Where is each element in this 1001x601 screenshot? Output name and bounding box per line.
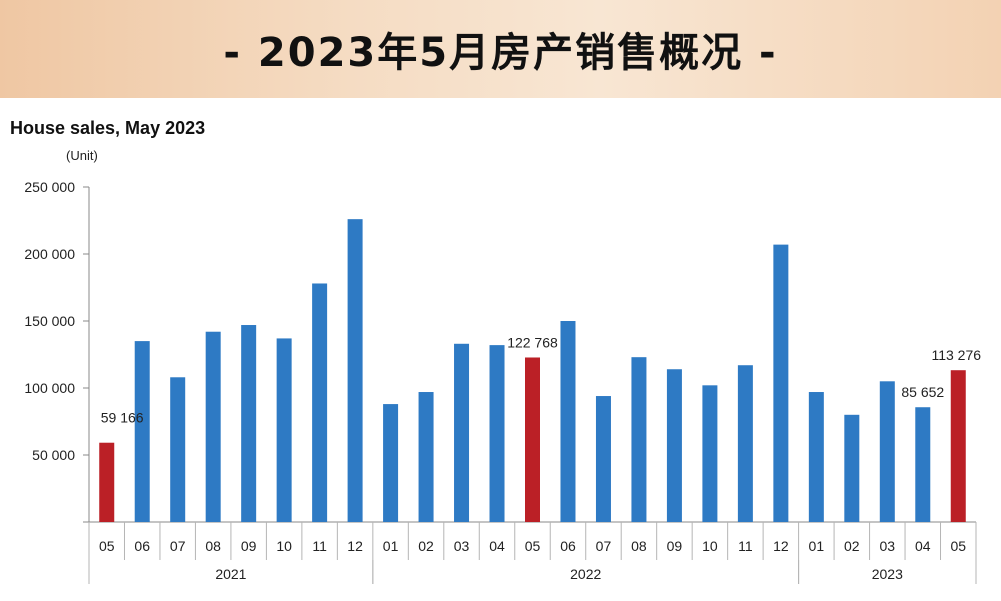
x-category-label: 09: [241, 538, 257, 554]
bar: [347, 219, 363, 522]
y-tick-label: 200 000: [24, 246, 75, 262]
chart-title: House sales, May 2023: [10, 118, 206, 138]
year-group-label: 2021: [215, 566, 246, 582]
x-category-label: 07: [596, 538, 612, 554]
bar: [489, 345, 505, 522]
bar: [595, 396, 611, 522]
banner-title: - 2023年5月房产销售概况 -: [223, 30, 778, 76]
x-category-label: 03: [880, 538, 896, 554]
y-tick-label: 250 000: [24, 179, 75, 195]
x-category-label: 05: [525, 538, 541, 554]
year-group-label: 2022: [570, 566, 601, 582]
bar: [134, 341, 150, 522]
x-category-label: 01: [383, 538, 399, 554]
x-category-label: 10: [276, 538, 292, 554]
x-category-label: 11: [738, 538, 753, 554]
bar: [737, 365, 753, 522]
x-category-label: 06: [560, 538, 576, 554]
bar: [99, 442, 115, 522]
x-category-label: 12: [773, 538, 789, 554]
x-category-label: 08: [631, 538, 647, 554]
y-axis-unit-label: (Unit): [66, 148, 98, 163]
x-category-label: 04: [489, 538, 505, 554]
x-category-label: 10: [702, 538, 718, 554]
bar: [418, 392, 434, 522]
x-category-label: 03: [454, 538, 470, 554]
bar: [170, 377, 186, 522]
x-category-label: 07: [170, 538, 186, 554]
x-category-label: 04: [915, 538, 931, 554]
header-banner: - 2023年5月房产销售概况 -: [0, 0, 1001, 98]
bar: [454, 343, 470, 522]
data-label: 113 276: [931, 347, 981, 363]
x-category-label: 08: [205, 538, 221, 554]
x-category-label: 06: [134, 538, 150, 554]
x-category-label: 01: [809, 538, 825, 554]
x-category-label: 05: [99, 538, 115, 554]
data-label: 59 166: [101, 410, 144, 426]
bar: [808, 392, 824, 522]
bar: [276, 338, 292, 522]
bar: [631, 357, 647, 522]
x-category-label: 02: [418, 538, 434, 554]
bar: [773, 244, 789, 522]
x-category-label: 05: [950, 538, 966, 554]
data-label: 85 652: [901, 384, 944, 400]
year-group-label: 2023: [872, 566, 903, 582]
x-category-label: 11: [312, 538, 327, 554]
bar: [241, 325, 257, 522]
y-tick-label: 150 000: [24, 313, 75, 329]
bar: [312, 283, 328, 522]
y-tick-label: 50 000: [32, 447, 75, 463]
bar: [915, 407, 931, 522]
x-category-label: 02: [844, 538, 860, 554]
data-label: 122 768: [507, 334, 558, 350]
bar: [560, 321, 576, 522]
bar: [702, 385, 718, 522]
x-category-label: 09: [667, 538, 683, 554]
x-category-label: 12: [347, 538, 363, 554]
bar: [666, 369, 682, 522]
bar: [950, 370, 966, 522]
bar: [525, 357, 540, 522]
bar: [844, 414, 860, 522]
bar: [383, 404, 399, 522]
y-tick-label: 100 000: [24, 380, 75, 396]
bar: [879, 381, 895, 522]
bar: [205, 331, 221, 522]
